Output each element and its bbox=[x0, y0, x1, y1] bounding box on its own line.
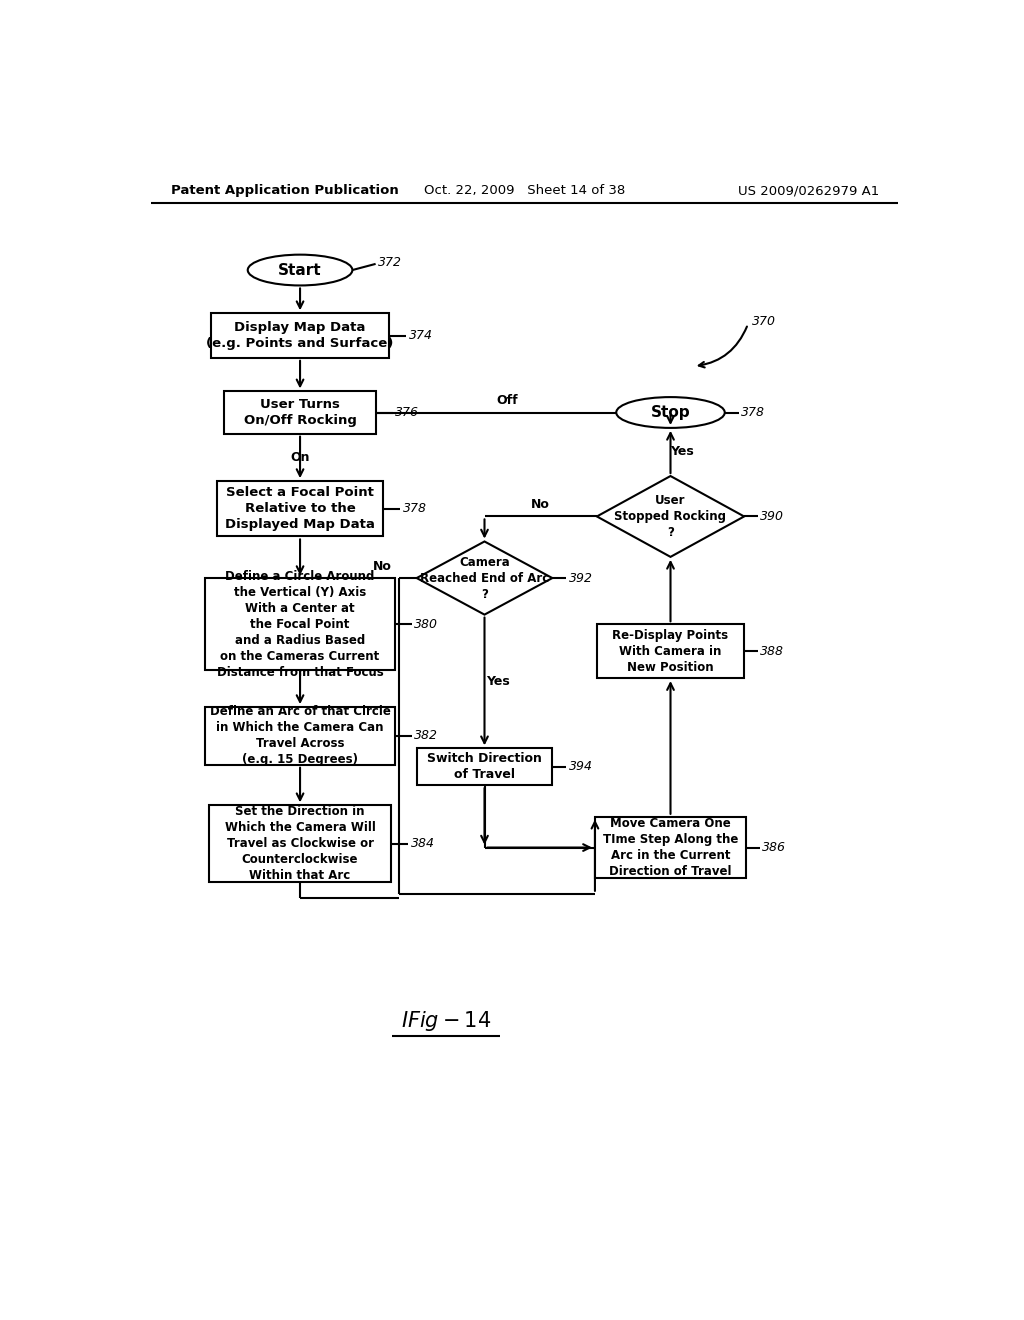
Text: Re-Display Points
With Camera in
New Position: Re-Display Points With Camera in New Pos… bbox=[612, 628, 728, 673]
Bar bbox=[209, 805, 391, 882]
Text: Yes: Yes bbox=[486, 675, 510, 688]
Text: $\mathit{IFig}-\mathit{14}$: $\mathit{IFig}-\mathit{14}$ bbox=[400, 1008, 490, 1032]
Bar bbox=[597, 624, 744, 678]
Text: No: No bbox=[531, 499, 550, 511]
Text: Define a Circle Around
the Vertical (Y) Axis
With a Center at
the Focal Point
an: Define a Circle Around the Vertical (Y) … bbox=[217, 570, 383, 678]
Text: 374: 374 bbox=[409, 329, 432, 342]
Bar bbox=[217, 480, 383, 536]
Text: Stop: Stop bbox=[650, 405, 690, 420]
Text: 392: 392 bbox=[568, 572, 593, 585]
Text: Select a Focal Point
Relative to the
Displayed Map Data: Select a Focal Point Relative to the Dis… bbox=[225, 486, 375, 531]
Text: 390: 390 bbox=[761, 510, 784, 523]
Text: 372: 372 bbox=[378, 256, 402, 269]
Bar bbox=[595, 817, 746, 878]
Text: Camera
Reached End of Arc
?: Camera Reached End of Arc ? bbox=[420, 556, 549, 601]
Bar bbox=[417, 748, 552, 785]
Bar bbox=[205, 578, 395, 671]
Text: 388: 388 bbox=[761, 644, 784, 657]
Ellipse shape bbox=[616, 397, 725, 428]
Text: Yes: Yes bbox=[671, 445, 694, 458]
Text: Patent Application Publication: Patent Application Publication bbox=[171, 185, 398, 197]
Text: On: On bbox=[290, 451, 310, 463]
Polygon shape bbox=[417, 541, 552, 615]
Text: 376: 376 bbox=[395, 407, 419, 418]
Text: Define an Arc of that Circle
in Which the Camera Can
Travel Across
(e.g. 15 Degr: Define an Arc of that Circle in Which th… bbox=[210, 705, 390, 767]
Text: 384: 384 bbox=[411, 837, 434, 850]
Text: 382: 382 bbox=[415, 730, 438, 742]
Text: Off: Off bbox=[497, 395, 518, 408]
Text: 394: 394 bbox=[568, 760, 593, 774]
Bar bbox=[211, 313, 389, 358]
Text: 386: 386 bbox=[762, 841, 786, 854]
Text: Set the Direction in
Which the Camera Will
Travel as Clockwise or
Counterclockwi: Set the Direction in Which the Camera Wi… bbox=[224, 805, 376, 882]
Text: Oct. 22, 2009   Sheet 14 of 38: Oct. 22, 2009 Sheet 14 of 38 bbox=[424, 185, 626, 197]
Ellipse shape bbox=[248, 255, 352, 285]
Text: 370: 370 bbox=[752, 315, 776, 329]
Text: 378: 378 bbox=[741, 407, 765, 418]
Text: User Turns
On/Off Rocking: User Turns On/Off Rocking bbox=[244, 399, 356, 426]
Text: User
Stopped Rocking
?: User Stopped Rocking ? bbox=[614, 494, 726, 539]
Text: No: No bbox=[373, 560, 391, 573]
Text: Switch Direction
of Travel: Switch Direction of Travel bbox=[427, 752, 542, 781]
Bar bbox=[224, 391, 376, 434]
Text: 378: 378 bbox=[402, 502, 427, 515]
Text: 380: 380 bbox=[415, 618, 438, 631]
Text: Start: Start bbox=[279, 263, 322, 277]
Text: US 2009/0262979 A1: US 2009/0262979 A1 bbox=[738, 185, 880, 197]
Polygon shape bbox=[597, 477, 744, 557]
Text: Move Camera One
TIme Step Along the
Arc in the Current
Direction of Travel: Move Camera One TIme Step Along the Arc … bbox=[603, 817, 738, 878]
Text: Display Map Data
(e.g. Points and Surface): Display Map Data (e.g. Points and Surfac… bbox=[207, 321, 394, 350]
Bar bbox=[205, 708, 395, 764]
